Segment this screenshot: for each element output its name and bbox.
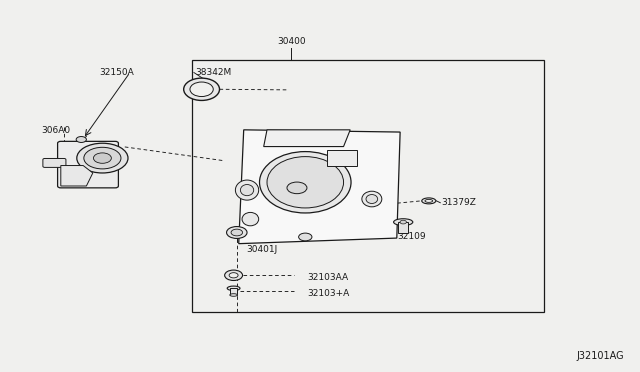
Ellipse shape: [241, 185, 253, 196]
Bar: [230, 288, 237, 295]
Polygon shape: [239, 130, 400, 244]
Ellipse shape: [362, 191, 382, 207]
Circle shape: [76, 137, 86, 142]
Bar: [398, 222, 408, 232]
Circle shape: [299, 233, 312, 241]
Ellipse shape: [242, 212, 259, 226]
Text: 32150A: 32150A: [99, 68, 134, 77]
Bar: [192, 60, 544, 312]
Circle shape: [227, 227, 247, 238]
Text: 306A0: 306A0: [42, 126, 71, 135]
Circle shape: [84, 147, 121, 169]
Ellipse shape: [394, 219, 413, 225]
Ellipse shape: [425, 199, 433, 202]
Circle shape: [287, 182, 307, 194]
Text: 30401J: 30401J: [246, 245, 278, 254]
Ellipse shape: [366, 195, 378, 203]
Circle shape: [400, 220, 406, 224]
Ellipse shape: [230, 294, 237, 296]
Text: 32103+A: 32103+A: [307, 289, 349, 298]
Bar: [327, 150, 357, 166]
Text: 31379Z: 31379Z: [442, 198, 476, 207]
Text: 30400: 30400: [277, 38, 305, 46]
Circle shape: [77, 143, 128, 173]
Circle shape: [225, 270, 243, 280]
Text: 32103AA: 32103AA: [307, 273, 348, 282]
FancyBboxPatch shape: [58, 141, 118, 188]
Circle shape: [93, 153, 111, 163]
Ellipse shape: [260, 152, 351, 213]
Ellipse shape: [267, 157, 344, 208]
Ellipse shape: [422, 198, 436, 204]
Text: J32101AG: J32101AG: [577, 351, 624, 361]
Text: 38342M: 38342M: [195, 68, 232, 77]
FancyBboxPatch shape: [43, 158, 66, 167]
Polygon shape: [61, 166, 93, 186]
Ellipse shape: [227, 286, 240, 291]
Ellipse shape: [184, 78, 220, 100]
Text: 32109: 32109: [397, 232, 426, 241]
Polygon shape: [264, 130, 350, 147]
Ellipse shape: [190, 82, 213, 96]
Ellipse shape: [236, 180, 259, 200]
Circle shape: [231, 229, 243, 236]
Circle shape: [229, 273, 238, 278]
